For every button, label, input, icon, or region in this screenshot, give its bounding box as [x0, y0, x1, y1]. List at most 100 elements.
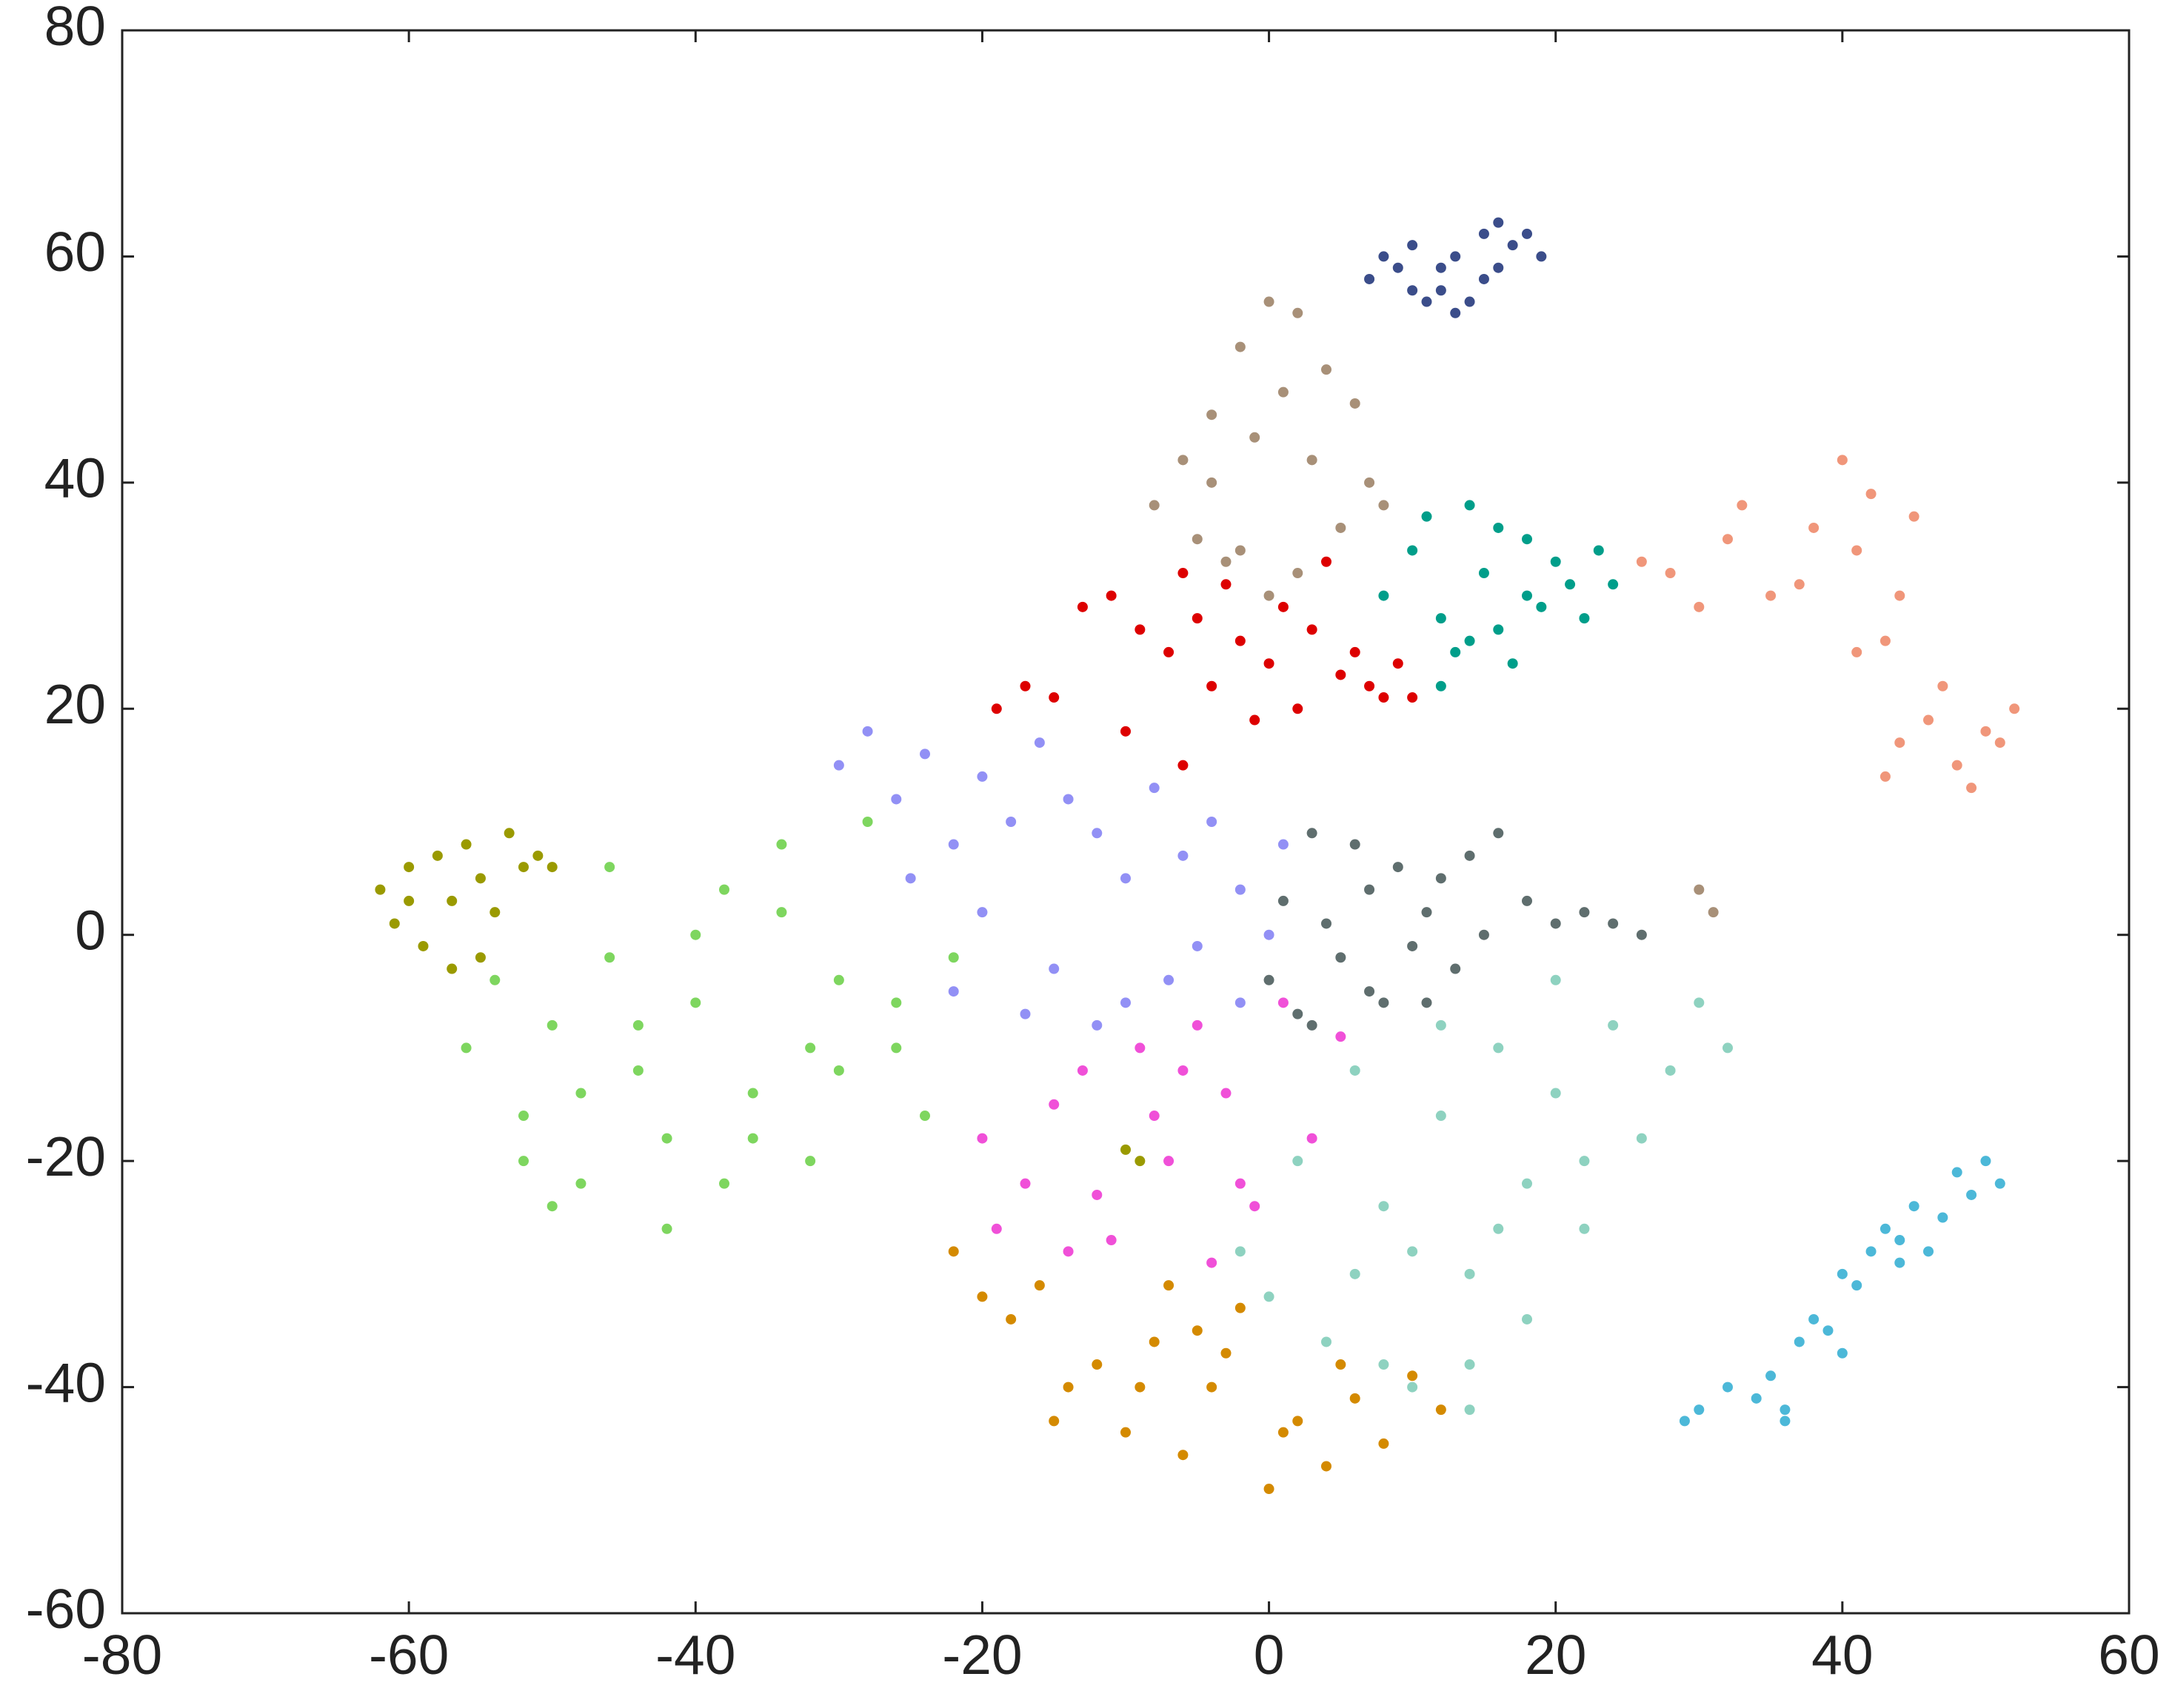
point: [1507, 658, 1518, 669]
point: [461, 1042, 472, 1054]
point: [1364, 884, 1375, 895]
point: [1565, 579, 1576, 590]
point: [1206, 817, 1217, 827]
point: [1879, 1223, 1891, 1234]
point: [1249, 714, 1260, 726]
point: [1349, 1268, 1360, 1279]
point: [719, 1178, 729, 1189]
point: [1277, 895, 1289, 906]
point: [1923, 1246, 1934, 1257]
point: [1349, 1065, 1360, 1076]
point: [447, 963, 458, 974]
point: [1937, 1212, 1948, 1223]
point: [1980, 1156, 1991, 1167]
point: [1522, 228, 1532, 239]
point: [1206, 1382, 1217, 1393]
point: [1435, 285, 1446, 296]
plot-frame: [121, 29, 2131, 1615]
point: [1234, 997, 1246, 1008]
point: [1837, 455, 1848, 466]
point: [604, 862, 615, 873]
point: [1478, 273, 1489, 284]
point: [1522, 1313, 1532, 1324]
point: [1579, 1156, 1590, 1167]
point: [1435, 1111, 1446, 1122]
point: [518, 1156, 529, 1167]
point: [1392, 658, 1403, 669]
point: [1378, 1201, 1389, 1212]
point: [1263, 1291, 1274, 1302]
point: [1378, 1359, 1389, 1370]
point: [1579, 1223, 1590, 1234]
point: [1450, 646, 1461, 657]
point: [547, 862, 558, 873]
point: [1063, 794, 1074, 805]
point: [977, 1291, 988, 1302]
point: [1234, 884, 1246, 895]
point: [375, 884, 386, 895]
point: [1608, 1019, 1619, 1031]
point: [1865, 1246, 1877, 1257]
point: [1493, 1042, 1504, 1054]
point: [1378, 590, 1389, 601]
point: [948, 839, 959, 850]
point: [1149, 500, 1160, 511]
point: [1421, 511, 1432, 522]
point: [1435, 680, 1446, 691]
point: [1407, 240, 1418, 251]
point: [1277, 839, 1289, 850]
point: [1335, 952, 1346, 963]
point: [1120, 997, 1131, 1008]
point: [1349, 646, 1360, 657]
x-tick-label: -20: [942, 1624, 1022, 1686]
point: [1493, 522, 1504, 533]
point: [1894, 737, 1905, 748]
point: [547, 1019, 558, 1031]
point: [862, 817, 873, 827]
point: [1234, 1302, 1246, 1313]
point: [1277, 601, 1289, 612]
point: [1020, 1178, 1031, 1189]
point: [1234, 545, 1246, 556]
point: [1694, 884, 1705, 895]
point: [833, 760, 844, 771]
point: [1034, 1280, 1045, 1291]
point: [1234, 635, 1246, 646]
point: [1464, 1268, 1475, 1279]
point: [1006, 817, 1017, 827]
point: [1249, 432, 1260, 443]
point: [805, 1156, 816, 1167]
point: [1579, 613, 1590, 624]
point: [547, 1201, 558, 1212]
point: [920, 748, 930, 760]
point: [518, 862, 529, 873]
point: [661, 1133, 672, 1144]
point: [891, 794, 902, 805]
point: [1120, 1427, 1131, 1438]
point: [461, 839, 472, 850]
x-tick-label: 40: [1811, 1624, 1873, 1686]
point: [1263, 929, 1274, 940]
point: [1192, 1325, 1203, 1336]
point: [1206, 1257, 1217, 1268]
point: [475, 952, 486, 963]
point: [1908, 511, 1919, 522]
point: [1378, 997, 1389, 1008]
point: [1263, 1484, 1274, 1495]
point: [1049, 692, 1060, 703]
point: [1478, 568, 1489, 579]
point: [1206, 409, 1217, 421]
point: [1306, 1133, 1317, 1144]
point: [404, 895, 415, 906]
point: [1277, 1427, 1289, 1438]
point: [1822, 1325, 1834, 1336]
point: [1364, 477, 1375, 488]
point: [1464, 850, 1475, 861]
point: [1407, 692, 1418, 703]
point: [1364, 680, 1375, 691]
point: [418, 940, 429, 951]
point: [1135, 1156, 1146, 1167]
y-tick-label: 0: [75, 900, 106, 962]
point: [1994, 1178, 2005, 1189]
point: [604, 952, 615, 963]
